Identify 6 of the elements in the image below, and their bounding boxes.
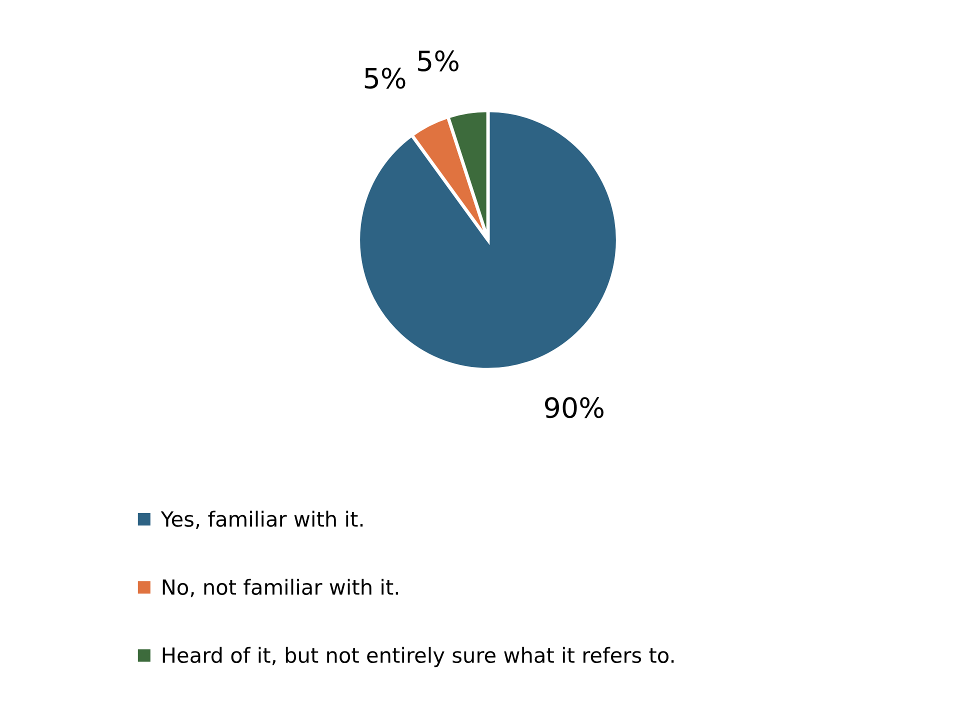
data-label: 5% — [364, 68, 406, 89]
legend-label: No, not familiar with it. — [162, 578, 398, 598]
data-label: 90% — [545, 397, 604, 418]
data-label: 5% — [418, 50, 458, 72]
legend-label: Heard of it, but not entirely sure what it refers to. — [162, 646, 674, 668]
legend-label: Yes, familiar with it. — [160, 510, 363, 529]
